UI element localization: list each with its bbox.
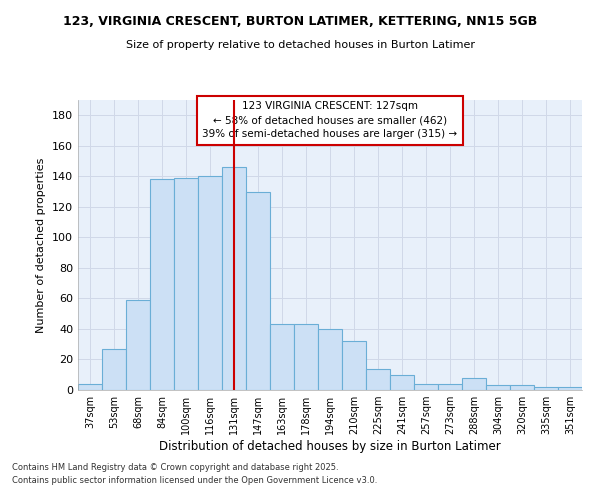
Text: 123 VIRGINIA CRESCENT: 127sqm
← 58% of detached houses are smaller (462)
39% of : 123 VIRGINIA CRESCENT: 127sqm ← 58% of d… — [202, 102, 458, 140]
Bar — [270, 324, 294, 390]
Bar — [366, 368, 390, 390]
Bar — [558, 387, 582, 390]
Bar — [246, 192, 270, 390]
Bar — [150, 180, 174, 390]
Bar — [534, 387, 558, 390]
Text: Size of property relative to detached houses in Burton Latimer: Size of property relative to detached ho… — [125, 40, 475, 50]
Bar — [78, 384, 102, 390]
X-axis label: Distribution of detached houses by size in Burton Latimer: Distribution of detached houses by size … — [159, 440, 501, 453]
Text: 123, VIRGINIA CRESCENT, BURTON LATIMER, KETTERING, NN15 5GB: 123, VIRGINIA CRESCENT, BURTON LATIMER, … — [63, 15, 537, 28]
Bar — [414, 384, 438, 390]
Y-axis label: Number of detached properties: Number of detached properties — [37, 158, 46, 332]
Bar — [438, 384, 462, 390]
Bar — [102, 349, 126, 390]
Bar — [390, 374, 414, 390]
Bar — [462, 378, 486, 390]
Bar — [486, 386, 510, 390]
Bar — [294, 324, 318, 390]
Bar — [342, 341, 366, 390]
Bar — [198, 176, 222, 390]
Bar — [222, 167, 246, 390]
Text: Contains HM Land Registry data © Crown copyright and database right 2025.: Contains HM Land Registry data © Crown c… — [12, 462, 338, 471]
Bar — [174, 178, 198, 390]
Bar — [318, 329, 342, 390]
Bar — [126, 300, 150, 390]
Text: Contains public sector information licensed under the Open Government Licence v3: Contains public sector information licen… — [12, 476, 377, 485]
Bar — [510, 386, 534, 390]
